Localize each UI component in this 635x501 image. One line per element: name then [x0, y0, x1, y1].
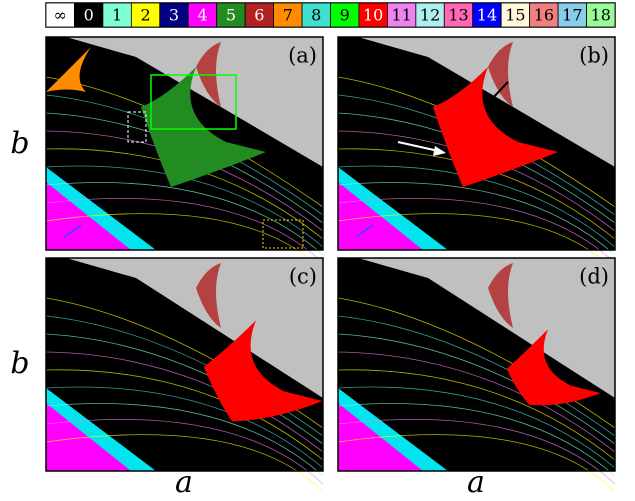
legend-label: 10 [363, 6, 383, 25]
legend-swatch [159, 2, 189, 28]
panel-frame [45, 257, 324, 472]
periodic-stripe [337, 197, 616, 264]
shrimp [141, 67, 266, 187]
periodic-stripe [337, 351, 616, 453]
divergent-region [358, 37, 615, 167]
periodic-stripe [337, 418, 616, 485]
legend-label: ∞ [54, 6, 67, 25]
periodic-stripe [45, 369, 324, 461]
panel: (a) [45, 36, 324, 272]
arrow-head [485, 95, 495, 107]
legend-label: 17 [562, 6, 582, 25]
periodic-stripe [337, 333, 616, 445]
y-axis-label: b [10, 126, 29, 161]
legend-label: 0 [84, 6, 94, 25]
panel-label: (a) [288, 44, 317, 68]
periodic-stripe [337, 434, 616, 493]
legend-label: 15 [505, 6, 525, 25]
panel: (d) [337, 257, 616, 493]
legend-label: 7 [283, 6, 293, 25]
legend-swatch [386, 2, 417, 28]
shrimp [506, 329, 601, 406]
periodic-stripe [45, 333, 324, 445]
legend-label: 3 [169, 6, 179, 25]
legend-label: 5 [226, 6, 236, 25]
periodic-stripe [45, 434, 324, 493]
arrow-head [433, 146, 446, 156]
shrimp-tail [488, 263, 513, 328]
periodic-stripe [337, 403, 616, 477]
periodic-stripe [45, 213, 324, 272]
panel-frame [337, 257, 616, 472]
legend-label: 16 [534, 6, 554, 25]
divergent-region [66, 258, 323, 398]
legend-swatch [472, 2, 502, 28]
legend-swatch [216, 2, 246, 28]
periodic-stripe [337, 213, 616, 272]
panel-frame [337, 36, 616, 251]
legend-swatch [586, 2, 616, 28]
periodic-stripe [45, 403, 324, 477]
zoom-box [262, 219, 304, 249]
x-axis-label: a [467, 465, 485, 497]
periodic-stripe [45, 386, 324, 469]
zoom-box [127, 111, 147, 143]
zoom-box [150, 74, 237, 130]
legend-label: 6 [254, 6, 264, 25]
divergent-region [66, 37, 323, 167]
legend-swatch [500, 2, 531, 28]
shrimp [433, 67, 558, 187]
periodic-stripe [337, 165, 616, 248]
periodic-stripe [337, 369, 616, 461]
legend-label: 13 [448, 6, 468, 25]
legend-label: 12 [420, 6, 440, 25]
divergent-region [358, 258, 615, 398]
legend-swatch [301, 2, 331, 28]
legend-label: 9 [340, 6, 350, 25]
periodic-stripe [45, 197, 324, 264]
legend-label: 18 [591, 6, 611, 25]
legend-swatch [74, 2, 104, 28]
legend-swatch [358, 2, 388, 28]
shrimp-tail [488, 42, 513, 107]
legend-label: 11 [391, 6, 411, 25]
shrimp [203, 320, 323, 422]
legend-label: 14 [477, 6, 497, 25]
legend-label: 2 [140, 6, 150, 25]
legend-swatch [330, 2, 360, 28]
panel-label: (b) [579, 44, 609, 68]
periodic-stripe [337, 315, 616, 437]
panel: (c) [45, 257, 324, 493]
periodic-stripe [45, 182, 324, 256]
legend-swatch [187, 2, 218, 28]
legend-swatch [529, 2, 559, 28]
periodic-stripe [337, 182, 616, 256]
legend-swatch [45, 2, 75, 28]
periodic-stripe [45, 165, 324, 248]
legend-label: 1 [112, 6, 122, 25]
panel-label: (c) [289, 265, 317, 289]
panel: (b) [337, 36, 616, 272]
panel-label: (d) [579, 265, 609, 289]
legend-label: 8 [311, 6, 321, 25]
legend-swatch [557, 2, 587, 28]
legend-label: 4 [197, 6, 207, 25]
shrimp-tail [196, 263, 221, 328]
shrimp-orange [46, 47, 91, 92]
arrow [63, 224, 82, 238]
panel-frame [45, 36, 324, 251]
legend-swatch [130, 2, 161, 28]
arrow [355, 224, 374, 238]
periodic-stripe [337, 386, 616, 469]
periodic-stripe [45, 418, 324, 485]
x-axis-label: a [175, 465, 193, 497]
legend-swatch [273, 2, 303, 28]
legend-swatch [244, 2, 274, 28]
y-axis-label: b [10, 346, 29, 381]
legend-swatch [443, 2, 474, 28]
periodic-stripe [45, 351, 324, 453]
